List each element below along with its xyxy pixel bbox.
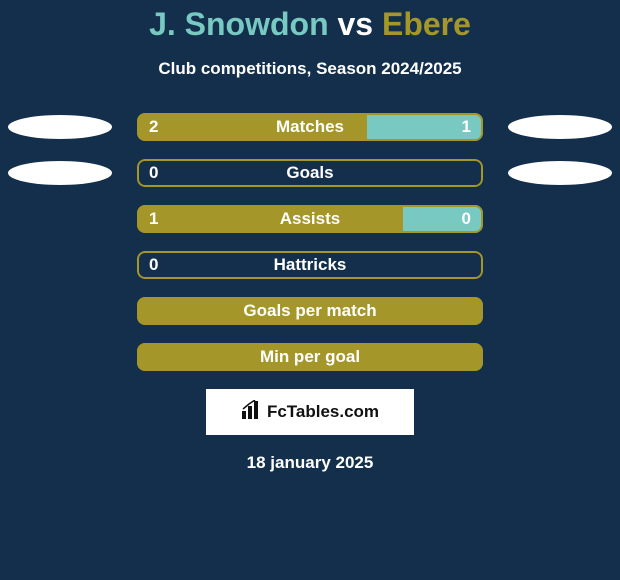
vs-separator: vs — [338, 6, 374, 42]
stat-label: Assists — [137, 205, 483, 233]
stat-bar: Goals per match — [137, 297, 483, 325]
player1-ellipse — [8, 161, 112, 185]
stat-bar: 21Matches — [137, 113, 483, 141]
player2-name: Ebere — [382, 6, 471, 42]
bar-chart-icon — [241, 400, 261, 425]
fctables-brand: FcTables.com — [206, 389, 414, 435]
date-text: 18 january 2025 — [0, 453, 620, 473]
stat-row: Goals per match — [0, 297, 620, 325]
stat-bar: Min per goal — [137, 343, 483, 371]
player2-ellipse — [508, 161, 612, 185]
stat-row: 0Goals — [0, 159, 620, 187]
stats-section: 21Matches 0Goals 10Assists 0Hattricks Goals … — [0, 113, 620, 371]
stat-row: 0Hattricks — [0, 251, 620, 279]
stat-label: Hattricks — [137, 251, 483, 279]
stat-label: Min per goal — [137, 343, 483, 371]
stat-row: 10Assists — [0, 205, 620, 233]
stat-label: Matches — [137, 113, 483, 141]
stat-bar: 0Hattricks — [137, 251, 483, 279]
stat-row: Min per goal — [0, 343, 620, 371]
stat-bar: 0Goals — [137, 159, 483, 187]
stat-label: Goals per match — [137, 297, 483, 325]
stat-bar: 10Assists — [137, 205, 483, 233]
stat-row: 21Matches — [0, 113, 620, 141]
stat-label: Goals — [137, 159, 483, 187]
comparison-card: J. Snowdon vs Ebere Club competitions, S… — [0, 0, 620, 580]
player1-name: J. Snowdon — [149, 6, 329, 42]
subtitle: Club competitions, Season 2024/2025 — [0, 59, 620, 79]
comparison-title: J. Snowdon vs Ebere — [0, 6, 620, 43]
player2-ellipse — [508, 115, 612, 139]
player1-ellipse — [8, 115, 112, 139]
fctables-text: FcTables.com — [267, 402, 379, 422]
